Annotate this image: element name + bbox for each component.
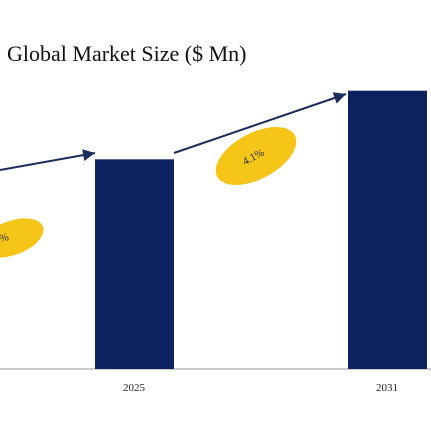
cagr-label: % [0, 231, 10, 245]
chart-title: Global Market Size ($ Mn) [7, 41, 247, 66]
cagr-badge-2: 4.1% [215, 127, 297, 185]
cagr-badge-shape [0, 218, 44, 258]
growth-arrow-right [173, 92, 347, 154]
cagr-badges: % 4.1% [0, 127, 297, 258]
x-tick-label-2025: 2025 [123, 382, 146, 394]
bars [95, 90, 427, 369]
growth-arrows [0, 92, 347, 171]
cagr-badge-1: % [0, 218, 44, 258]
bar-2025 [95, 159, 174, 369]
growth-arrow-left [0, 149, 96, 171]
bar-2031 [348, 90, 427, 369]
x-tick-label-2031: 2031 [376, 382, 398, 394]
x-tick-labels: 2025 2031 [123, 382, 398, 394]
cagr-badge-shape [215, 127, 297, 185]
